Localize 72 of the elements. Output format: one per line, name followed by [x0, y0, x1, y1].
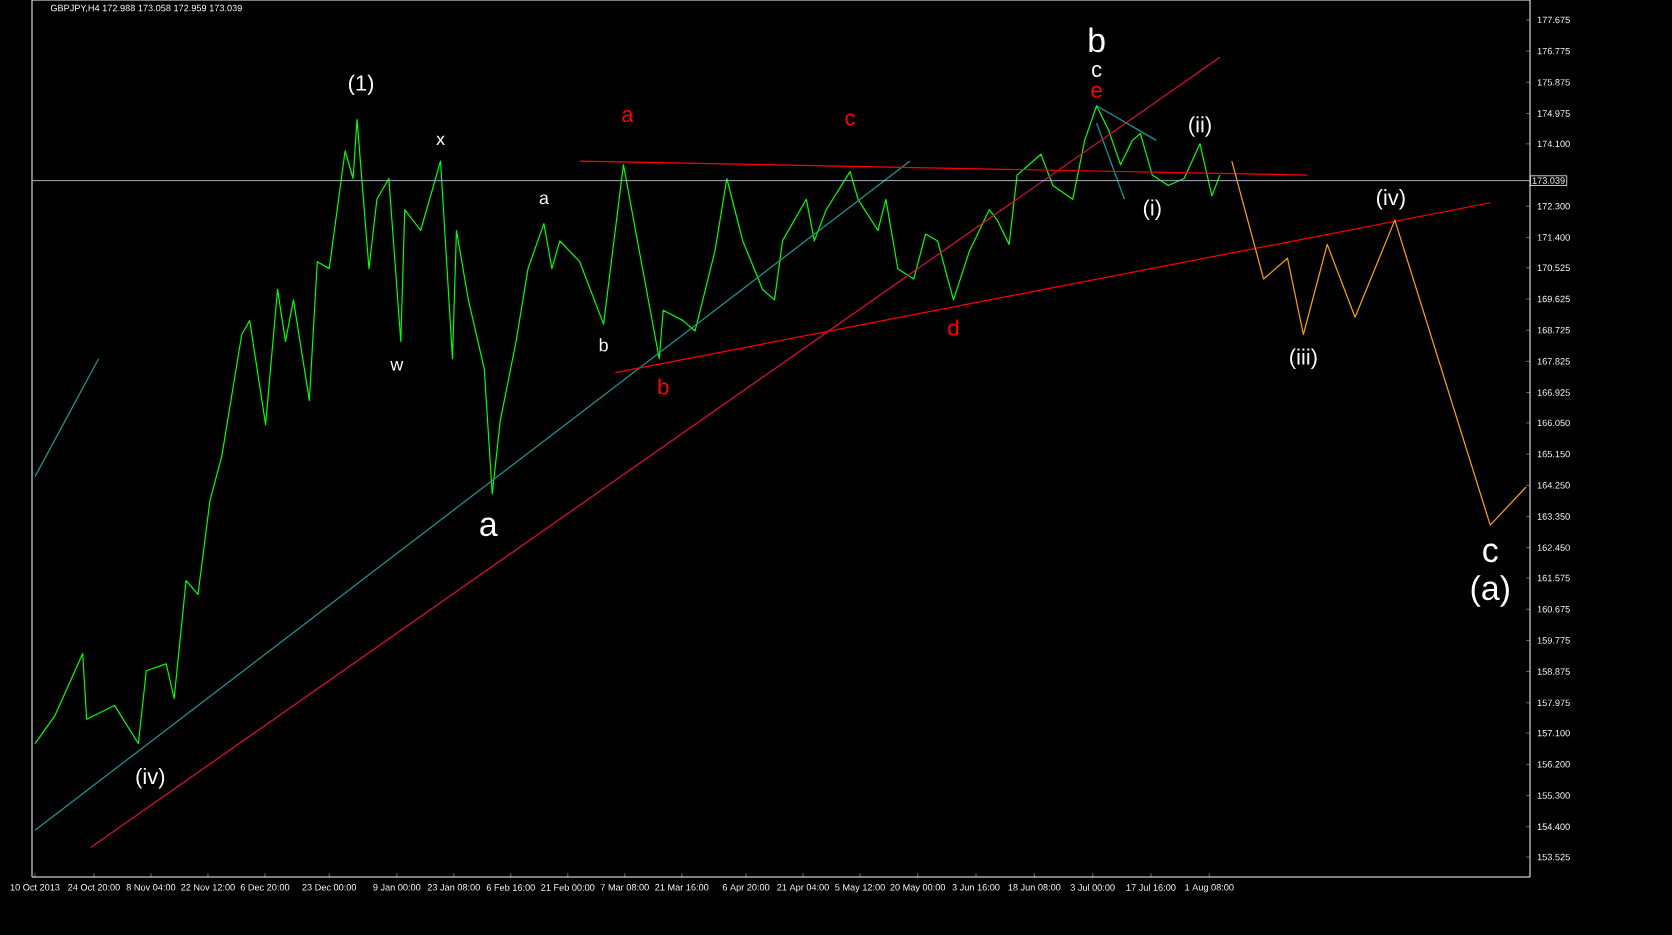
line-series [34, 105, 1221, 745]
annotation: a [622, 110, 634, 123]
x-tick-label: 23 Jan 08:00 [427, 884, 480, 891]
x-tick-label: 18 Jun 08:00 [1008, 884, 1061, 891]
y-tick-label: 164.250 [1537, 482, 1570, 489]
x-tick-label: 17 Jul 16:00 [1126, 884, 1176, 891]
x-tick-label: 1 Aug 08:00 [1185, 884, 1234, 893]
y-tick-label: 153.525 [1537, 853, 1570, 861]
annotation: c [1483, 543, 1498, 563]
x-tick-label: 8 Nov 04:00 [126, 884, 176, 891]
x-tick-label: 22 Nov 12:00 [181, 884, 235, 891]
annotation: e [1091, 85, 1102, 98]
y-tick-label: 156.200 [1537, 761, 1570, 768]
annotation: w [390, 360, 404, 371]
y-tick-label: 172.300 [1537, 202, 1570, 210]
annotation: d [948, 319, 959, 336]
annotation: b [599, 338, 608, 352]
y-tick-label: 159.775 [1537, 637, 1570, 644]
annotation: (iii) [1290, 348, 1317, 369]
y-tick-label: 160.675 [1537, 605, 1570, 613]
x-tick-label: 6 Dec 20:00 [240, 884, 290, 891]
y-tick-label: 157.975 [1537, 699, 1570, 707]
annotation: x [436, 135, 445, 146]
x-tick-label: 21 Apr 04:00 [777, 884, 829, 893]
x-tick-label: 10 Oct 2013 [10, 884, 60, 891]
annotation: (1) [348, 74, 374, 96]
x-tick-label: 9 Jan 00:00 [373, 884, 421, 891]
y-tick-label: 167.825 [1537, 358, 1570, 365]
x-tick-label: 6 Apr 20:00 [722, 884, 770, 893]
y-tick-label: 154.400 [1537, 823, 1570, 830]
y-tick-label: 171.400 [1537, 234, 1570, 241]
annotation: (i) [1143, 199, 1161, 220]
annotation: (iv) [136, 768, 165, 789]
y-tick-label: 165.150 [1537, 450, 1570, 458]
y-tick-label: 161.575 [1537, 574, 1570, 582]
annotation: b [1089, 27, 1105, 53]
y-tick-label: 175.875 [1537, 79, 1570, 86]
y-tick-label: 163.350 [1537, 513, 1570, 520]
y-tick-label: 157.100 [1537, 729, 1570, 737]
y-tick-label: 155.300 [1537, 792, 1570, 799]
ref-line-label: 173.039 [1532, 177, 1565, 184]
x-tick-label: 21 Feb 00:00 [541, 884, 595, 891]
x-tick-label: 3 Jul 00:00 [1070, 884, 1115, 891]
x-tick-label: 24 Oct 20:00 [68, 884, 120, 891]
y-tick-label: 174.100 [1537, 140, 1570, 148]
y-tick-label: 169.625 [1537, 295, 1570, 303]
annotation: c [845, 113, 855, 126]
y-tick-label: 166.050 [1537, 419, 1570, 427]
y-tick-label: 170.525 [1537, 264, 1570, 272]
y-tick-label: 168.725 [1537, 326, 1570, 334]
x-tick-label: 5 May 12:00 [835, 884, 885, 893]
x-tick-label: 20 May 00:00 [890, 884, 946, 893]
y-tick-label: 166.925 [1537, 389, 1570, 396]
annotation: (iv) [1376, 189, 1405, 210]
x-tick-label: 6 Feb 16:00 [486, 884, 535, 891]
line-series [1231, 160, 1527, 526]
annotation: a [480, 517, 498, 537]
x-tick-label: 21 Mar 16:00 [655, 884, 709, 891]
y-tick-label: 177.675 [1537, 16, 1570, 24]
x-tick-label: 7 Mar 08:00 [600, 884, 649, 891]
annotation: (ii) [1189, 116, 1211, 137]
y-tick-label: 174.975 [1537, 110, 1570, 117]
x-tick-label: 23 Dec 00:00 [302, 884, 357, 891]
annotation: c [1092, 65, 1102, 78]
y-tick-label: 176.775 [1537, 47, 1570, 55]
annotation: b [658, 378, 669, 395]
chart-title: GBPJPY,H4 172.988 173.058 172.959 173.039 [50, 4, 242, 13]
x-tick-label: 3 Jun 16:00 [952, 884, 1000, 891]
y-tick-label: 162.450 [1537, 544, 1570, 551]
y-tick-label: 158.875 [1537, 668, 1570, 675]
annotation: a [539, 194, 549, 205]
annotation: (a) [1471, 575, 1509, 607]
